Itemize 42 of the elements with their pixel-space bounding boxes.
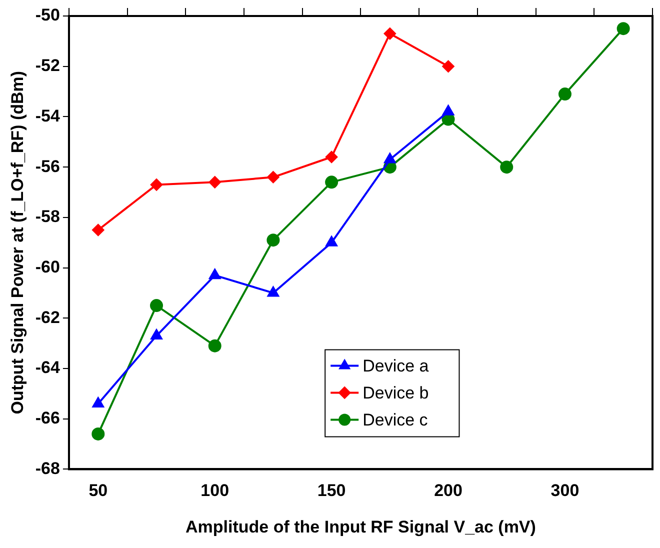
y-tick-label: -52 <box>35 56 60 76</box>
point <box>208 339 222 352</box>
x-tick-label: 100 <box>200 481 230 500</box>
point <box>384 28 396 40</box>
y-tick-label: -54 <box>35 106 61 126</box>
point <box>384 153 396 164</box>
x-tick-label: 300 <box>550 481 580 500</box>
point <box>266 234 280 247</box>
y-tick-label: -62 <box>35 308 60 327</box>
point <box>326 150 338 163</box>
point <box>209 268 221 280</box>
y-tick-label: -56 <box>35 156 60 176</box>
y-tick-label: -60 <box>35 257 60 276</box>
legend-label: Device a <box>362 356 430 376</box>
point <box>326 236 338 246</box>
point <box>442 60 454 72</box>
y-tick-label: -66 <box>35 408 60 428</box>
point <box>92 224 104 236</box>
x-axis-title: Amplitude of the Input RF Signal V_ac (mV) <box>186 517 536 536</box>
point <box>267 286 279 297</box>
y-tick-label: -68 <box>35 458 60 478</box>
point <box>92 397 104 408</box>
point <box>92 427 105 440</box>
x-tick-label: 150 <box>317 481 346 500</box>
y-axis-title: Output Signal Power at (f_LO+f_RF) (dBm) <box>8 70 27 414</box>
y-tick-label: -58 <box>35 207 60 226</box>
point <box>150 299 163 312</box>
point <box>150 178 162 191</box>
point <box>616 22 630 36</box>
point <box>150 329 162 340</box>
point <box>208 176 221 188</box>
point <box>500 160 514 174</box>
legend-label: Device c <box>362 410 428 430</box>
point <box>442 105 454 116</box>
y-tick-label: -64 <box>35 358 61 378</box>
x-tick-label: 50 <box>88 481 108 500</box>
point <box>558 88 572 101</box>
point <box>325 176 338 189</box>
y-tick-label: -50 <box>35 6 60 25</box>
legend-label: Device b <box>362 383 429 402</box>
x-tick-label: 200 <box>434 481 462 500</box>
point <box>267 171 280 184</box>
